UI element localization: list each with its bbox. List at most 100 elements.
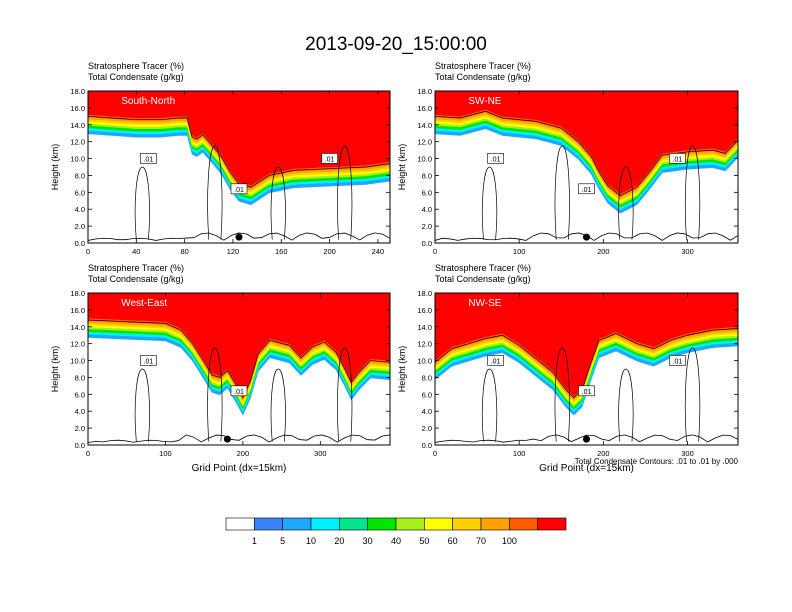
x-tick-label: 120 bbox=[227, 247, 240, 256]
contour-label: .01 bbox=[144, 358, 154, 365]
panel-2: .01 .01 .01 0.0 2.0 4.0 6.0 8.0 10.0 12.0 14.0 16.0… bbox=[397, 61, 739, 256]
y-tick-label: 18.0 bbox=[70, 289, 85, 298]
x-tick-label: 300 bbox=[681, 247, 694, 256]
contour-label-box bbox=[578, 183, 595, 195]
colorbar-swatch bbox=[452, 517, 482, 531]
y-tick-label: 10.0 bbox=[70, 357, 85, 366]
contour-line bbox=[435, 328, 738, 399]
y-tick-label: 4.0 bbox=[75, 205, 85, 214]
y-tick-label: 14.0 bbox=[70, 323, 85, 332]
condensate-contours bbox=[88, 319, 390, 443]
tracer-field bbox=[88, 293, 390, 416]
colorbar-label: 30 bbox=[363, 536, 373, 546]
tracer-field bbox=[435, 91, 738, 214]
colorbar-label: 60 bbox=[448, 536, 458, 546]
panel-subtitle-1: Stratosphere Tracer (%) bbox=[88, 263, 184, 273]
y-tick-label: 12.0 bbox=[70, 138, 85, 147]
contour-label-box bbox=[669, 355, 686, 366]
y-tick-label: 16.0 bbox=[417, 104, 432, 113]
contour-column bbox=[207, 347, 223, 442]
x-tick-label: 200 bbox=[597, 247, 610, 256]
contour-line bbox=[88, 319, 390, 399]
x-tick-label: 80 bbox=[180, 247, 188, 256]
colorbar-swatch bbox=[367, 517, 397, 531]
colorbar-swatch bbox=[480, 517, 510, 531]
colorbar-label: 5 bbox=[280, 536, 285, 546]
x-tick-label: 160 bbox=[275, 247, 288, 256]
contour-column bbox=[337, 145, 353, 240]
panel-frame bbox=[434, 90, 739, 244]
contour-label-box bbox=[230, 385, 248, 397]
colorbar-label: 10 bbox=[306, 536, 316, 546]
colorbar-label: 50 bbox=[419, 536, 429, 546]
y-axis-label: Height (km) bbox=[50, 346, 60, 393]
colorbar-label: 100 bbox=[502, 536, 517, 546]
panel-subtitle-2: Total Condensate (g/kg) bbox=[435, 72, 531, 82]
y-axis-label: Height (km) bbox=[50, 144, 60, 191]
contour-label: .01 bbox=[144, 156, 154, 163]
y-tick-label: 18.0 bbox=[417, 289, 432, 298]
contour-label: .01 bbox=[582, 187, 592, 194]
contour-label: .01 bbox=[673, 358, 683, 365]
tracer-field bbox=[88, 91, 390, 205]
y-tick-label: 0.0 bbox=[75, 441, 85, 450]
colorbar-swatch bbox=[537, 517, 567, 531]
colorbar-swatch bbox=[339, 517, 368, 531]
contour-column bbox=[618, 166, 634, 240]
y-tick-label: 2.0 bbox=[422, 222, 432, 231]
condensate-contours bbox=[435, 328, 738, 443]
location-marker bbox=[583, 233, 590, 241]
colorbar-swatch bbox=[254, 517, 283, 531]
colorbar-swatch bbox=[282, 517, 312, 531]
x-tick-label: 40 bbox=[132, 247, 140, 256]
y-tick-label: 6.0 bbox=[75, 188, 85, 197]
figure-title: 2013-09-20_15:00:00 bbox=[305, 34, 487, 55]
x-tick-label: 0 bbox=[86, 247, 90, 256]
panel-title: SW-NE bbox=[468, 96, 501, 107]
terrain-line bbox=[88, 434, 390, 443]
location-marker bbox=[583, 435, 590, 443]
colorbar-swatch bbox=[225, 517, 255, 531]
terrain-line bbox=[88, 232, 390, 241]
y-tick-label: 8.0 bbox=[75, 373, 85, 382]
tracer-core bbox=[88, 91, 390, 186]
x-tick-label: 100 bbox=[513, 449, 526, 458]
contour-label: .01 bbox=[582, 389, 592, 396]
colorbar: 1 5 10 20 30 40 50 60 70 100 bbox=[225, 517, 567, 546]
contour-label: .01 bbox=[234, 389, 244, 396]
y-tick-label: 10.0 bbox=[70, 155, 85, 164]
y-tick-label: 2.0 bbox=[75, 222, 85, 231]
contour-label: .01 bbox=[673, 156, 683, 163]
colorbar-swatch bbox=[310, 517, 340, 531]
panel-frame bbox=[87, 90, 391, 244]
y-tick-label: 12.0 bbox=[70, 340, 85, 349]
y-tick-label: 10.0 bbox=[417, 155, 432, 164]
colorbar-label: 70 bbox=[476, 536, 486, 546]
y-tick-label: 16.0 bbox=[70, 104, 85, 113]
colorbar-label: 20 bbox=[334, 536, 344, 546]
terrain-line bbox=[435, 434, 738, 443]
contour-column bbox=[270, 368, 286, 442]
tracer-core bbox=[88, 293, 390, 397]
contour-label: .01 bbox=[491, 156, 501, 163]
contour-label-box bbox=[669, 153, 686, 164]
y-tick-label: 6.0 bbox=[422, 390, 432, 399]
x-tick-label: 300 bbox=[681, 449, 694, 458]
panel-title: West-East bbox=[121, 298, 167, 309]
x-tick-label: 200 bbox=[323, 247, 336, 256]
contour-column bbox=[337, 347, 353, 442]
y-tick-label: 0.0 bbox=[75, 239, 85, 248]
y-tick-label: 12.0 bbox=[417, 138, 432, 147]
contour-column bbox=[618, 368, 634, 442]
contour-column bbox=[270, 166, 286, 240]
panel-subtitle-1: Stratosphere Tracer (%) bbox=[435, 61, 531, 71]
x-tick-label: 0 bbox=[433, 449, 437, 458]
x-axis-label: Grid Point (dx=15km) bbox=[539, 463, 634, 474]
colorbar-swatch bbox=[395, 517, 425, 531]
y-tick-label: 2.0 bbox=[75, 424, 85, 433]
y-tick-label: 18.0 bbox=[417, 87, 432, 96]
location-marker bbox=[235, 233, 243, 241]
contour-column bbox=[207, 145, 223, 240]
panels: .01 .01 .01 0.0 2.0 4.0 6.0 8.0 10.0 12.0 14.0 16.0… bbox=[50, 61, 739, 474]
location-marker bbox=[223, 435, 231, 443]
